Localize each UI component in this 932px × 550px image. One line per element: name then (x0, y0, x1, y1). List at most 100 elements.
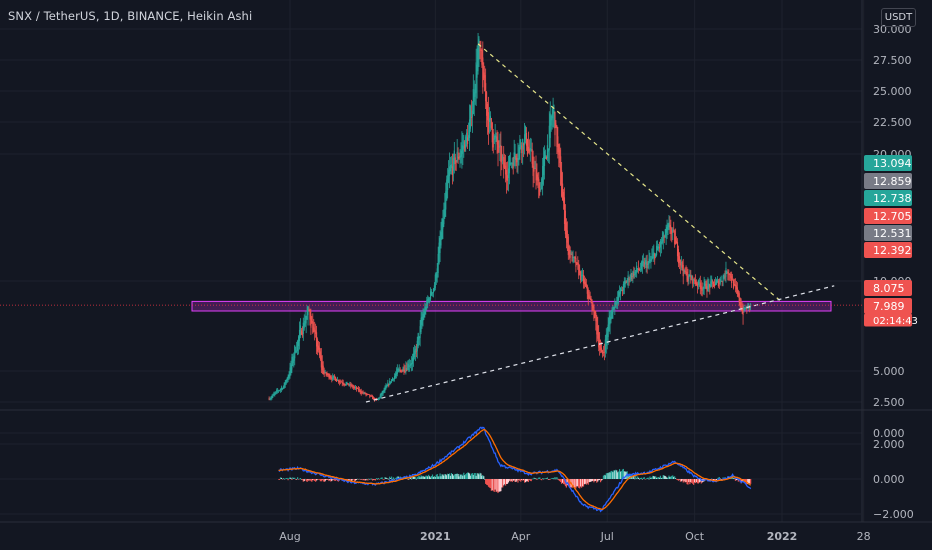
candle-body (624, 280, 626, 285)
macd-histogram-bar (480, 473, 482, 479)
macd-histogram-bar (619, 471, 622, 479)
candle-body (346, 381, 348, 385)
macd-histogram-bar (521, 479, 523, 481)
candle-body (703, 282, 705, 289)
candle-body (704, 281, 706, 286)
candle-body (370, 395, 372, 397)
candle-body (638, 269, 641, 271)
macd-histogram-bar (335, 479, 338, 480)
candle-body (364, 392, 366, 394)
macd-histogram-bar (351, 479, 353, 482)
macd-histogram-bar (527, 479, 530, 483)
macd-histogram-bar (482, 475, 484, 479)
candle-body (454, 157, 456, 165)
candle-body (366, 393, 368, 395)
candle-body (407, 363, 409, 370)
candle-body (510, 163, 512, 165)
macd-histogram-bar (617, 472, 619, 479)
candle-body (565, 222, 567, 239)
candle-body (673, 230, 675, 232)
candle-body (657, 246, 660, 249)
candle-body (631, 276, 633, 278)
candle-body (331, 377, 333, 380)
candle-body (562, 192, 565, 203)
macd-histogram-bar (291, 479, 293, 480)
candle-body (349, 384, 351, 385)
candle-body (289, 367, 291, 377)
macd-histogram-bar (391, 478, 394, 480)
candle-body (373, 397, 375, 399)
macd-histogram-bar (507, 479, 510, 483)
candle-body (648, 258, 650, 265)
macd-histogram-bar (411, 476, 414, 479)
candle-body (695, 282, 698, 285)
macd-histogram-bar (524, 479, 526, 483)
macd-histogram-bar (350, 479, 352, 482)
macd-histogram-bar (486, 479, 489, 486)
candle-body (418, 336, 420, 340)
macd-histogram-bar (388, 478, 390, 480)
macd-histogram-bar (296, 477, 299, 479)
macd-histogram-bar (693, 479, 695, 485)
currency-button[interactable]: USDT (881, 8, 916, 27)
macd-histogram-bar (568, 479, 570, 488)
candle-body (579, 269, 581, 274)
candle-body (379, 395, 381, 399)
candle-body (419, 326, 421, 339)
candle-body (333, 375, 335, 378)
macd-histogram-bar (296, 479, 298, 480)
y-tick-label: 5.000 (873, 365, 905, 378)
macd-histogram-bar (421, 476, 423, 479)
candle-body (288, 374, 290, 379)
macd-histogram-bar (505, 479, 508, 484)
candle-body (679, 259, 681, 266)
candle-body (472, 89, 474, 115)
candle-body (336, 379, 339, 381)
macd-histogram-bar (380, 477, 382, 479)
macd-histogram-bar (420, 475, 422, 479)
macd-histogram-bar (624, 471, 626, 479)
candle-body (383, 389, 385, 393)
candle-body (477, 48, 479, 72)
macd-histogram-bar (524, 479, 527, 483)
candle-body (520, 145, 522, 147)
candle-body (458, 157, 460, 159)
macd-histogram-bar (294, 477, 296, 479)
macd-histogram-bar (576, 479, 578, 487)
trendlines[interactable] (0, 43, 862, 403)
candle-body (514, 152, 516, 159)
macd-histogram-bar (609, 472, 611, 479)
candle-body (650, 259, 652, 261)
candle-body (308, 309, 310, 311)
candle-body (719, 278, 721, 284)
macd-histogram-bar (534, 478, 536, 479)
candle-body (282, 386, 284, 389)
candle-body (645, 260, 647, 264)
candle-body (350, 384, 352, 386)
candle-body (525, 132, 528, 146)
macd-histogram-bar (689, 479, 691, 485)
macd-histogram-bar (329, 479, 331, 481)
candle-body (699, 282, 701, 289)
candle-body (465, 136, 467, 149)
macd-histogram-bar (610, 471, 612, 479)
macd-histogram-bar (491, 479, 493, 491)
macd-histogram-bar (533, 477, 535, 479)
candle-body (731, 276, 733, 284)
macd-histogram-bar (383, 479, 385, 480)
candle-body (447, 175, 449, 191)
candle-body (525, 126, 527, 140)
x-tick-label: 28 (857, 530, 871, 543)
macd-histogram-bar (353, 479, 356, 482)
candle-body (280, 387, 283, 390)
support-zone[interactable] (191, 300, 832, 312)
candle-body (499, 144, 501, 147)
candle-body (641, 260, 643, 266)
macd-histogram-bar (475, 475, 477, 479)
candle-body (297, 341, 299, 351)
candle-body (498, 146, 500, 148)
price-label: 12.392 (873, 244, 912, 257)
candle-body (634, 272, 636, 275)
symbol-title[interactable]: SNX / TetherUS, 1D, BINANCE, Heikin Ashi (8, 9, 253, 23)
